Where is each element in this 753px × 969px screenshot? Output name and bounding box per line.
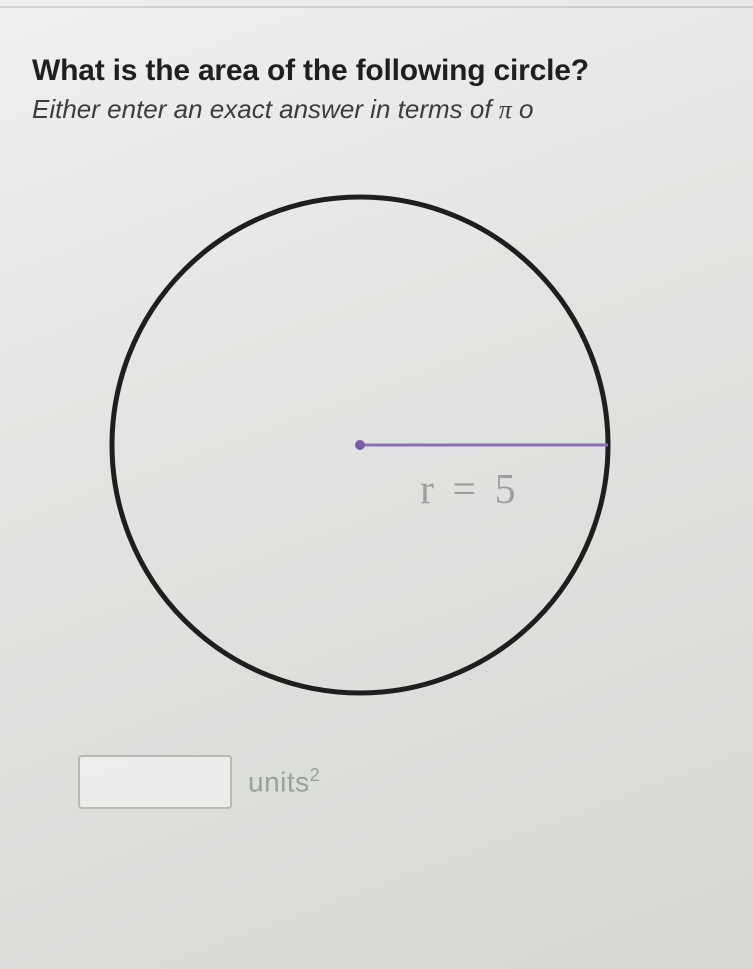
- question-instruction: Either enter an exact answer in terms of…: [32, 94, 753, 125]
- exercise-page: What is the area of the following circle…: [0, 0, 753, 809]
- radius-label: r = 5: [420, 467, 520, 513]
- instruction-prefix: Either enter an exact answer in terms of: [32, 94, 499, 124]
- circle-figure: r = 5: [80, 165, 640, 725]
- question-title: What is the area of the following circle…: [32, 54, 753, 88]
- units-exponent: 2: [310, 765, 321, 785]
- instruction-suffix: o: [512, 94, 534, 124]
- circle-svg: r = 5: [80, 165, 640, 725]
- units-text: units: [248, 767, 310, 798]
- units-label: units2: [248, 765, 320, 798]
- top-divider: [0, 6, 753, 8]
- center-dot: [355, 440, 365, 450]
- answer-row: units2: [78, 755, 753, 809]
- pi-symbol: π: [499, 95, 512, 124]
- answer-input[interactable]: [78, 755, 232, 809]
